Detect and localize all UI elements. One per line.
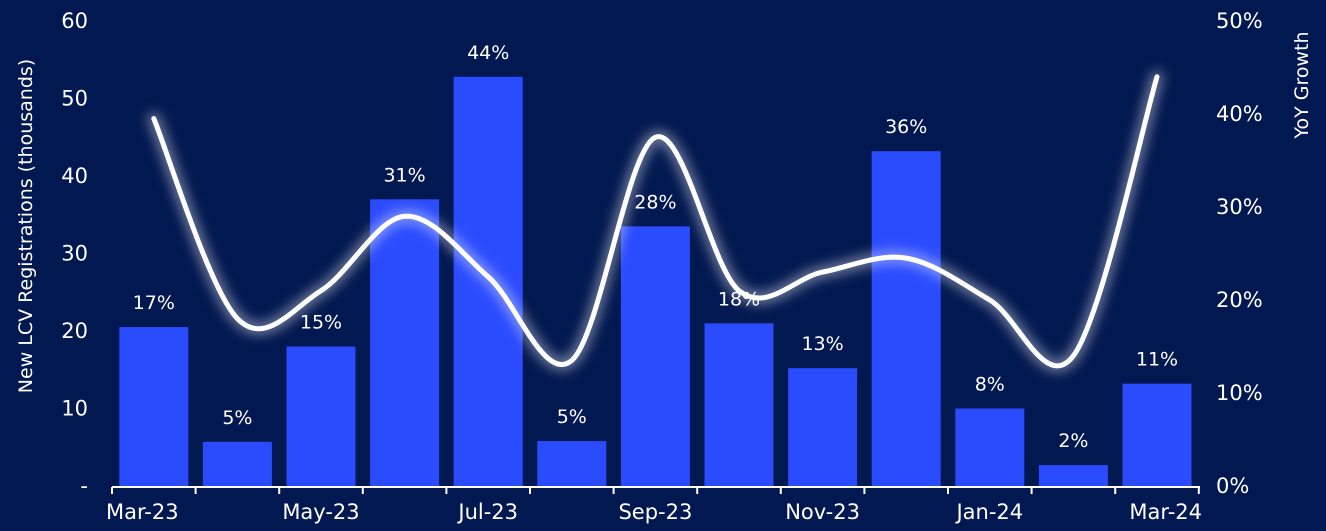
- y-right-tick-label: 50%: [1216, 9, 1263, 33]
- bar-Aug-23: [537, 441, 606, 486]
- bar-label: 11%: [1136, 349, 1178, 371]
- x-tick-label: Mar-24: [1129, 500, 1202, 524]
- x-tick-label: May-23: [282, 500, 359, 524]
- x-tick-label: Jul-23: [456, 500, 518, 524]
- x-tick-label: Jan-24: [954, 500, 1023, 524]
- y-tick-label: -: [80, 474, 88, 498]
- bar-Oct-23: [705, 323, 774, 486]
- bar-label: 28%: [634, 191, 676, 213]
- bar-Apr-23: [203, 442, 272, 486]
- bar-Sep-23: [621, 226, 690, 486]
- bar-label: 18%: [718, 288, 760, 310]
- y-right-tick-label: 20%: [1216, 288, 1263, 312]
- y-axis-title: New LCV Registrations (thousands): [15, 59, 37, 393]
- y-right-tick-label: 40%: [1216, 102, 1263, 126]
- bar-Jun-23: [370, 199, 439, 486]
- y-tick-label: 10: [61, 397, 88, 421]
- x-tick-label: Nov-23: [785, 500, 860, 524]
- bar-Jan-24: [955, 409, 1024, 487]
- bar-label: 5%: [557, 406, 587, 428]
- y-tick-label: 50: [61, 87, 88, 111]
- bar-Mar-24: [1123, 384, 1192, 486]
- bar-Feb-24: [1039, 465, 1108, 486]
- bar-Mar-23: [119, 327, 188, 486]
- bar-label: 5%: [222, 407, 252, 429]
- y-right-tick-label: 0%: [1216, 474, 1249, 498]
- bar-label: 17%: [133, 292, 175, 314]
- y-tick-label: 60: [61, 9, 88, 33]
- y-right-axis-title: YoY Growth: [1291, 31, 1313, 139]
- x-tick-label: Sep-23: [618, 500, 692, 524]
- bar-Nov-23: [788, 368, 857, 486]
- bar-label: 44%: [467, 42, 509, 64]
- y-tick-label: 20: [61, 319, 88, 343]
- bar-label: 13%: [801, 333, 843, 355]
- y-right-tick-label: 30%: [1216, 195, 1263, 219]
- bar-Dec-23: [872, 151, 941, 486]
- y-right-tick-label: 10%: [1216, 381, 1263, 405]
- bar-label: 31%: [383, 164, 425, 186]
- bar-label: 15%: [300, 312, 342, 334]
- y-tick-label: 30: [61, 242, 88, 266]
- bar-label: 2%: [1058, 430, 1088, 452]
- bar-May-23: [287, 347, 356, 487]
- bar-label: 36%: [885, 116, 927, 138]
- bar-label: 8%: [975, 374, 1005, 396]
- y-tick-label: 40: [61, 164, 88, 188]
- x-tick-label: Mar-23: [106, 500, 179, 524]
